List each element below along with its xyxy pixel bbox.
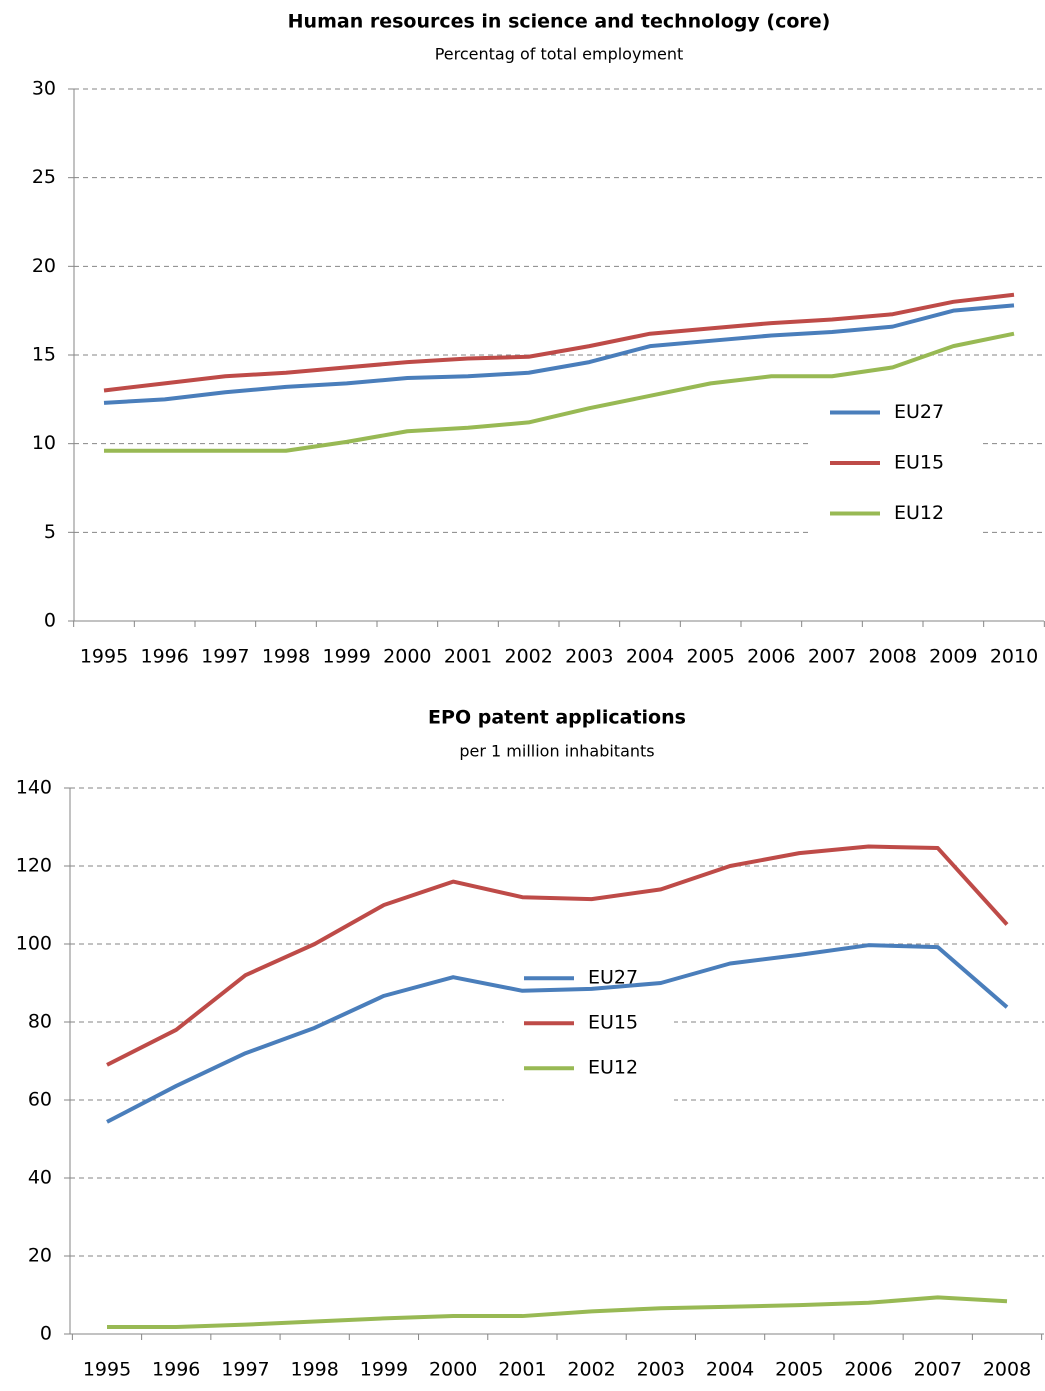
x-tick-label: 1997 xyxy=(201,646,249,668)
x-tick-label: 2007 xyxy=(914,1359,962,1381)
y-tick-label: 60 xyxy=(28,1089,52,1111)
legend-label: EU15 xyxy=(588,1012,638,1034)
data-line xyxy=(104,331,1015,453)
data-line xyxy=(106,844,1009,1067)
y-tick-label: 120 xyxy=(16,855,52,877)
x-tick-label: 1998 xyxy=(262,646,310,668)
x-tick-label: 2004 xyxy=(626,646,674,668)
x-tick-label: 2000 xyxy=(429,1359,477,1381)
x-tick-label: 2001 xyxy=(444,646,492,668)
legend-label: EU27 xyxy=(894,401,944,423)
x-tick-label: 1999 xyxy=(360,1359,408,1381)
y-tick-label: 100 xyxy=(16,933,52,955)
y-tick-label: 40 xyxy=(28,1167,52,1189)
chart-title: Human resources in science and technolog… xyxy=(288,11,831,33)
y-tick-label: 0 xyxy=(40,1323,52,1345)
x-tick-label: 1997 xyxy=(221,1359,269,1381)
chart-subtitle: Percentag of total employment xyxy=(435,45,684,64)
y-tick-label: 25 xyxy=(32,166,56,188)
x-tick-label: 2003 xyxy=(637,1359,685,1381)
y-tick-label: 140 xyxy=(16,777,52,799)
data-line xyxy=(107,1295,1008,1329)
legend-label: EU15 xyxy=(894,451,944,473)
y-tick-label: 0 xyxy=(44,610,56,632)
x-tick-label: 2000 xyxy=(383,646,431,668)
x-tick-label: 2001 xyxy=(498,1359,546,1381)
x-tick-label: 2002 xyxy=(567,1359,615,1381)
x-tick-label: 2006 xyxy=(844,1359,892,1381)
y-tick-label: 20 xyxy=(32,255,56,277)
y-tick-label: 30 xyxy=(32,78,56,100)
data-line xyxy=(103,292,1015,393)
data-line xyxy=(106,943,1009,1124)
x-tick-label: 1999 xyxy=(322,646,370,668)
x-tick-label: 2005 xyxy=(775,1359,823,1381)
y-tick-label: 15 xyxy=(32,344,56,366)
x-tick-label: 1995 xyxy=(80,646,128,668)
y-tick-label: 5 xyxy=(44,521,56,543)
x-tick-label: 2009 xyxy=(929,646,977,668)
y-tick-label: 20 xyxy=(28,1245,52,1267)
x-tick-label: 2002 xyxy=(504,646,552,668)
legend-label: EU12 xyxy=(588,1057,638,1079)
y-tick-label: 10 xyxy=(32,432,56,454)
x-tick-label: 2010 xyxy=(990,646,1038,668)
x-tick-label: 1995 xyxy=(83,1359,131,1381)
legend-label: EU27 xyxy=(588,967,638,989)
x-tick-label: 2003 xyxy=(565,646,613,668)
chart-title: EPO patent applications xyxy=(428,707,686,729)
data-line xyxy=(103,303,1015,405)
x-tick-label: 2006 xyxy=(747,646,795,668)
y-tick-label: 80 xyxy=(28,1011,52,1033)
legend-label: EU12 xyxy=(894,502,944,524)
x-tick-label: 2005 xyxy=(686,646,734,668)
x-tick-label: 1996 xyxy=(140,646,188,668)
chart-subtitle: per 1 million inhabitants xyxy=(459,742,654,761)
x-tick-label: 1996 xyxy=(152,1359,200,1381)
x-tick-label: 2004 xyxy=(706,1359,754,1381)
x-tick-label: 1998 xyxy=(291,1359,339,1381)
x-tick-label: 2007 xyxy=(808,646,856,668)
x-tick-label: 2008 xyxy=(983,1359,1031,1381)
x-tick-label: 2008 xyxy=(868,646,916,668)
